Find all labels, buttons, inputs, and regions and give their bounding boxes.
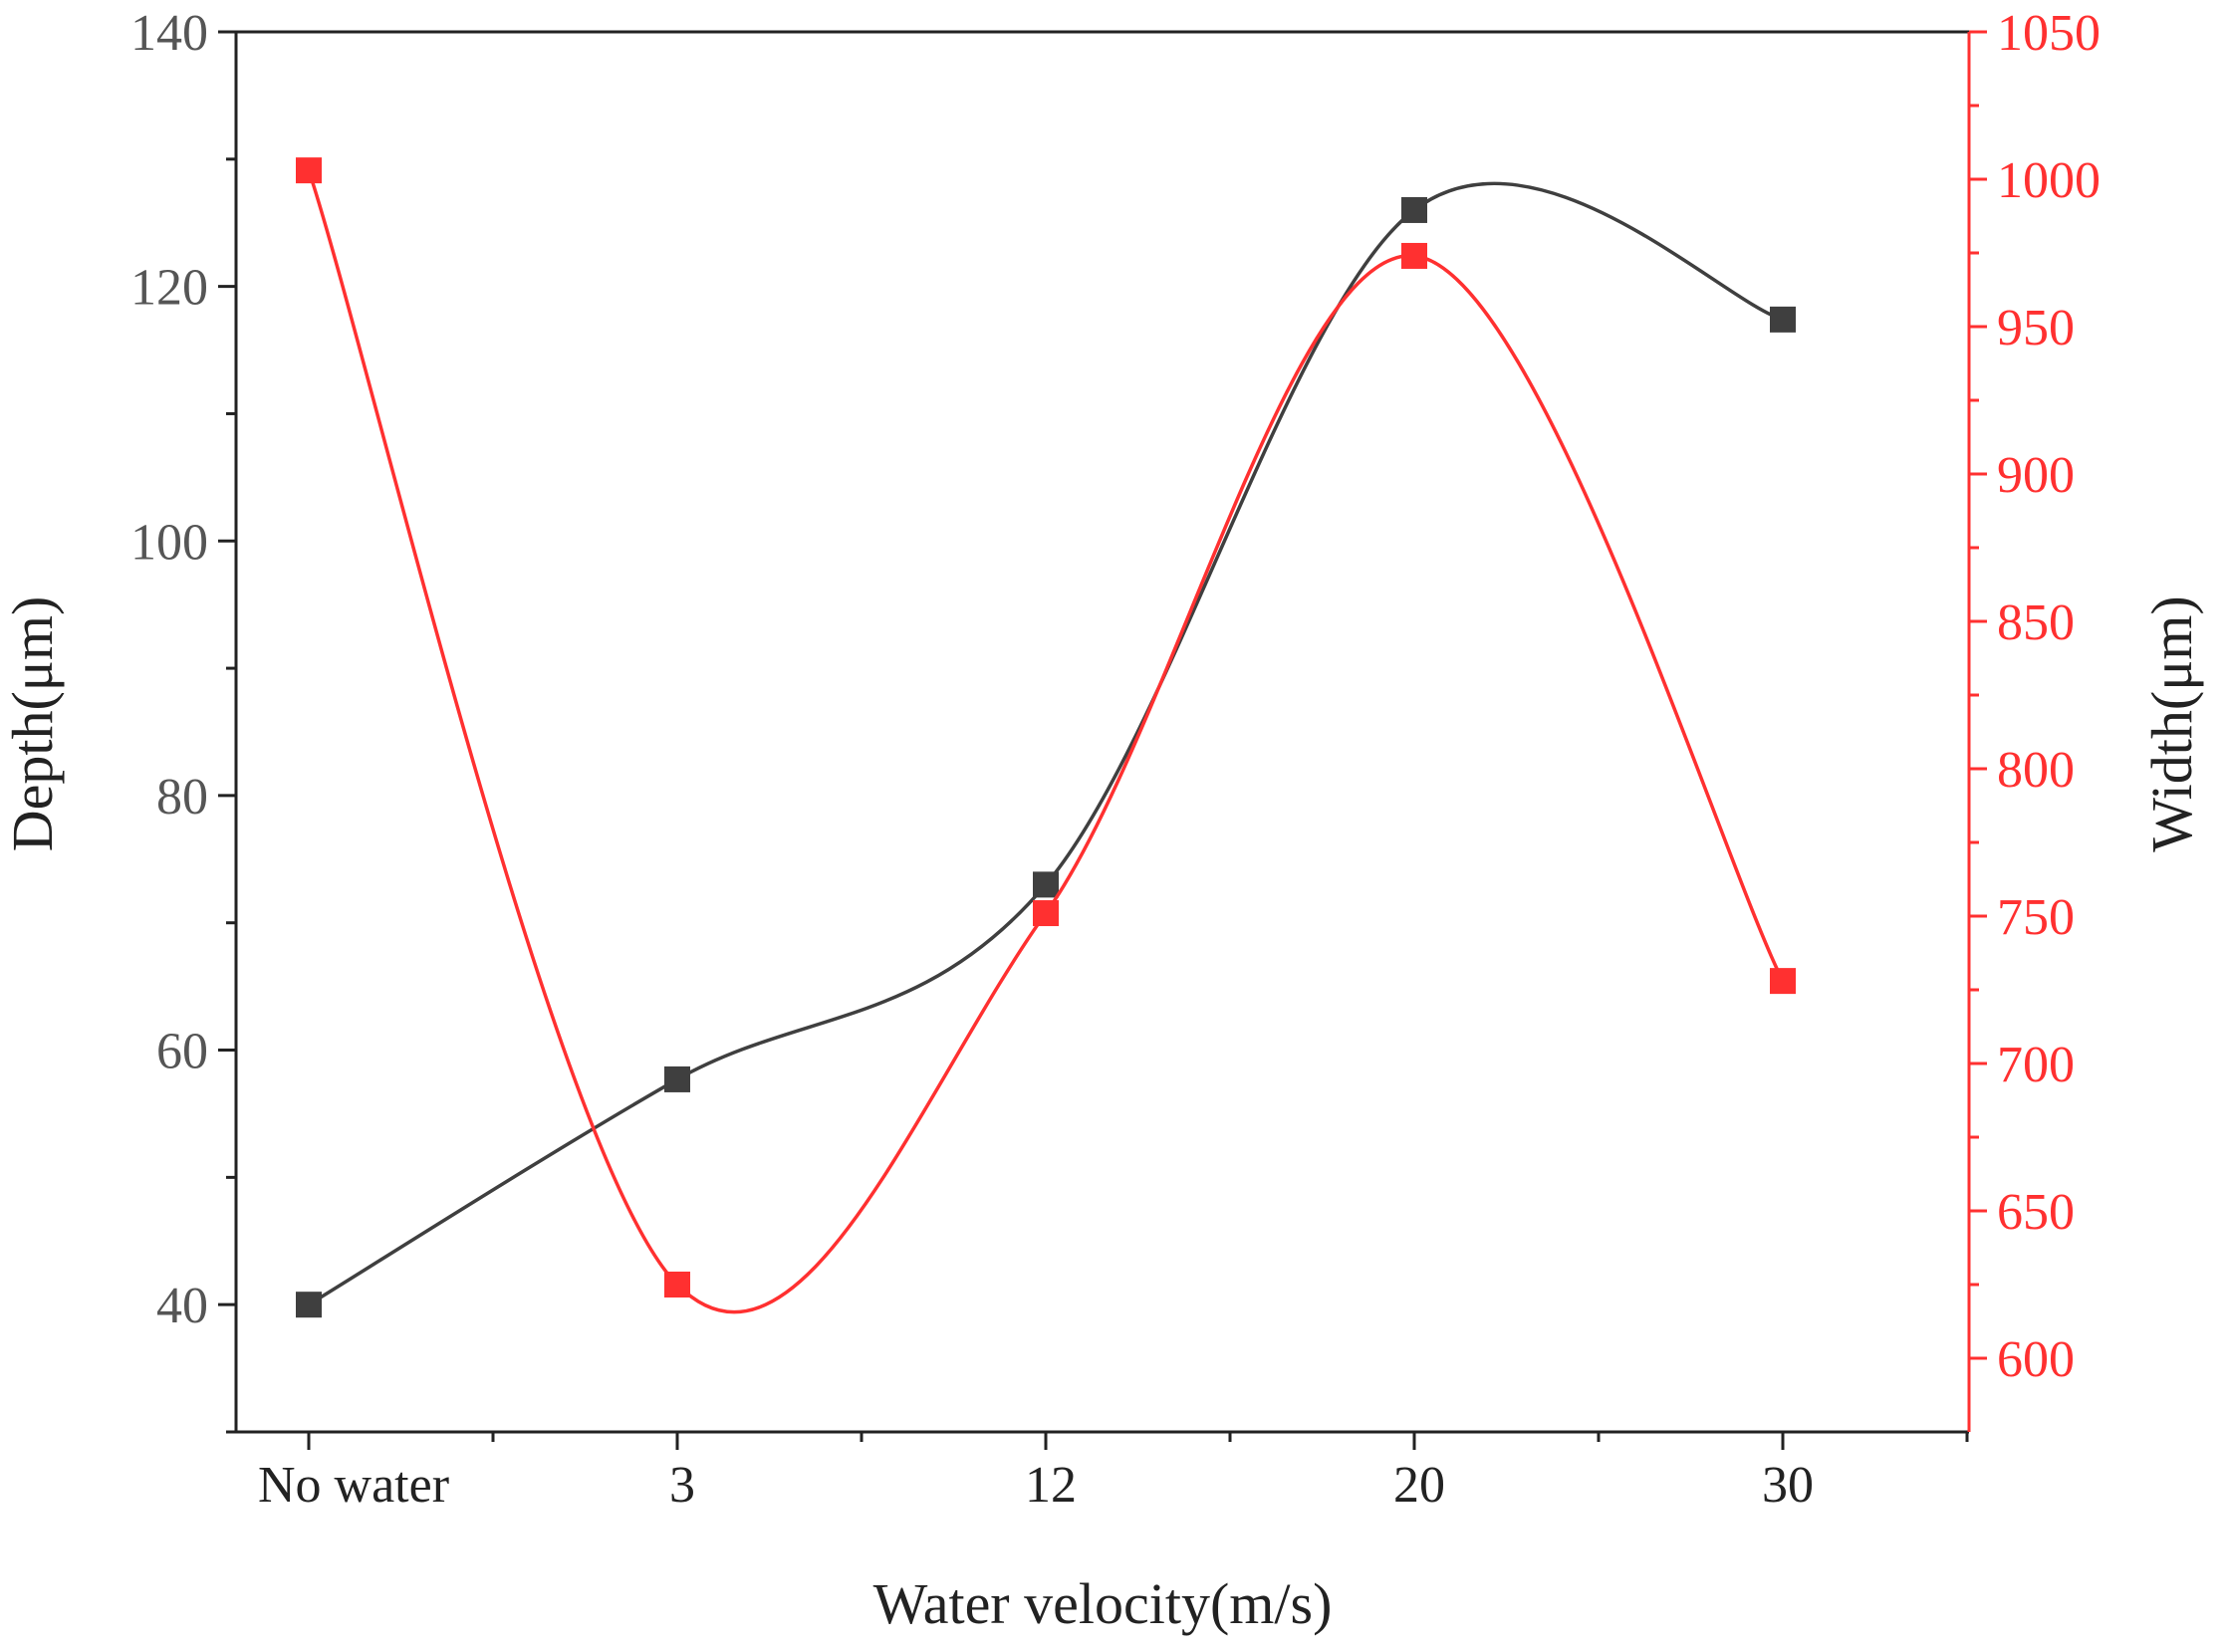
depth-point xyxy=(664,1065,690,1092)
series-layer xyxy=(296,157,1796,1318)
x-tick-label: 12 xyxy=(1025,1457,1077,1514)
width-point xyxy=(1033,900,1059,927)
x-tick-label: No water xyxy=(258,1457,449,1514)
depth-point xyxy=(296,1292,322,1318)
width-point xyxy=(664,1272,690,1298)
right-tick-label: 1000 xyxy=(1997,152,2101,209)
depth-point xyxy=(1401,196,1427,223)
width-point xyxy=(1770,968,1796,995)
width-point xyxy=(296,157,322,184)
depth-point xyxy=(1770,306,1796,333)
right-tick-label: 600 xyxy=(1997,1331,2075,1388)
width-line xyxy=(307,169,1785,1314)
x-tick-label: 20 xyxy=(1393,1457,1445,1514)
right-tick-label: 750 xyxy=(1997,889,2075,946)
left-tick-label: 120 xyxy=(130,260,208,317)
x-axis-title: Water velocity(m/s) xyxy=(873,1571,1333,1636)
depth-point xyxy=(1033,871,1059,898)
right-tick-label: 800 xyxy=(1997,742,2075,799)
right-tick-label: 700 xyxy=(1997,1037,2075,1093)
right-axis: 600 650 700 750 800 850 900 950 1000 1050 xyxy=(1969,5,2101,1388)
left-axis: 40 60 80 100 120 140 xyxy=(130,5,236,1434)
left-tick-label: 40 xyxy=(156,1278,208,1334)
x-axis: No water 3 12 20 30 xyxy=(258,1432,1969,1514)
right-axis-title: Width(μm) xyxy=(2139,595,2204,852)
right-tick-label: 900 xyxy=(1997,447,2075,504)
right-tick-label: 850 xyxy=(1997,594,2075,651)
x-tick-label: 30 xyxy=(1762,1457,1814,1514)
series-depth xyxy=(296,181,1796,1318)
left-tick-label: 140 xyxy=(130,5,208,62)
left-axis-title: Depth(μm) xyxy=(0,596,65,852)
right-tick-label: 1050 xyxy=(1997,5,2101,62)
series-width xyxy=(296,157,1796,1314)
left-tick-label: 100 xyxy=(130,514,208,571)
width-point xyxy=(1401,242,1427,269)
plot-frame xyxy=(234,30,1971,1434)
left-tick-label: 60 xyxy=(156,1024,208,1080)
depth-line xyxy=(308,181,1784,1306)
right-tick-label: 650 xyxy=(1997,1184,2075,1241)
left-tick-label: 80 xyxy=(156,769,208,826)
x-tick-label: 3 xyxy=(669,1457,695,1514)
right-tick-label: 950 xyxy=(1997,300,2075,356)
